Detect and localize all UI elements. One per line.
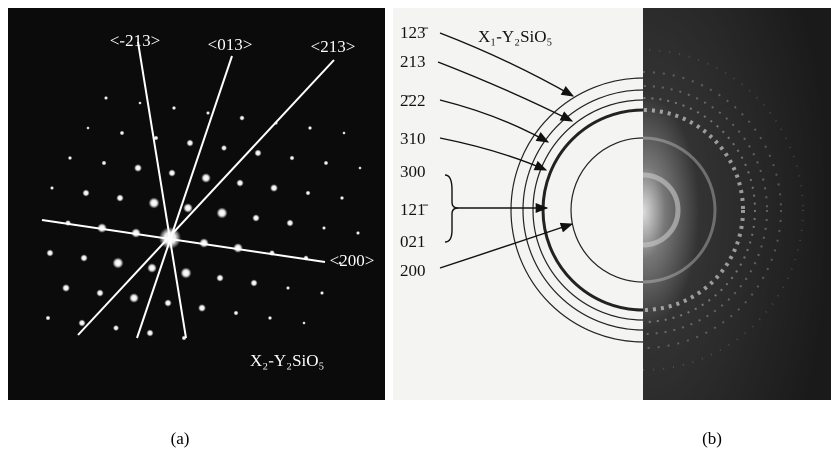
spot [198,304,206,312]
spot [234,311,239,316]
reflection-label: 123̄ [400,23,429,42]
spot [356,231,360,235]
spot [302,321,305,324]
spot [324,161,329,166]
spot [236,179,243,186]
direction-label: <213> [311,37,356,56]
reflection-label: 021 [400,232,426,251]
spot [340,196,344,200]
spot [134,164,142,172]
spot [206,111,210,115]
spot [80,254,87,261]
phase-label: X₁-Y₂SiO₅ [478,27,553,46]
reflection-label: 121̄ [400,200,429,219]
spot [50,186,54,190]
spot [342,131,345,134]
spot [270,184,278,192]
spot [320,291,324,295]
spot [322,226,326,230]
spot [164,299,171,306]
panel-label: (b) [702,429,722,448]
reflection-label: 300 [400,162,426,181]
spot [286,286,290,290]
spot [82,189,89,196]
spot [221,145,227,151]
reflection-label: 2̄22 [400,91,426,110]
spot [62,284,70,292]
reflection-label: 213 [400,52,426,71]
direction-label: <-213> [110,31,160,50]
panel-b-image [643,8,831,400]
spot [268,316,272,320]
spot [239,115,244,120]
spot [168,169,175,176]
spot [290,156,295,161]
spot [149,198,160,209]
spot [186,139,193,146]
spot [68,156,72,160]
spot [86,126,89,129]
spot [183,203,192,212]
spot [120,131,125,136]
spot [250,279,257,286]
spot [254,149,261,156]
spot [217,208,228,219]
spot [129,293,139,303]
spot [358,166,361,169]
spot [306,191,311,196]
spot [46,249,53,256]
spot [216,274,223,281]
spot [78,319,85,326]
spot [46,316,51,321]
spot [96,289,103,296]
reflection-label: 310 [400,129,426,148]
spot [181,268,192,279]
spot [113,258,124,269]
spot [172,106,176,110]
spot [147,263,156,272]
spot [146,329,153,336]
figure: <-213> <013> <213> <200> X₂-Y₂SiO₅ 123̄ … [0,0,839,458]
spot [308,126,312,130]
spot [104,96,108,100]
spot [102,161,107,166]
spot [252,214,259,221]
panel-label: (a) [171,429,190,448]
phase-label: X₂-Y₂SiO₅ [250,351,325,370]
spot [116,194,123,201]
direction-label: <013> [208,35,253,54]
spot [113,325,119,331]
direction-label: <200> [330,251,375,270]
spot [286,219,293,226]
spot [201,173,211,183]
spot [138,101,141,104]
reflection-label: 200 [400,261,426,280]
